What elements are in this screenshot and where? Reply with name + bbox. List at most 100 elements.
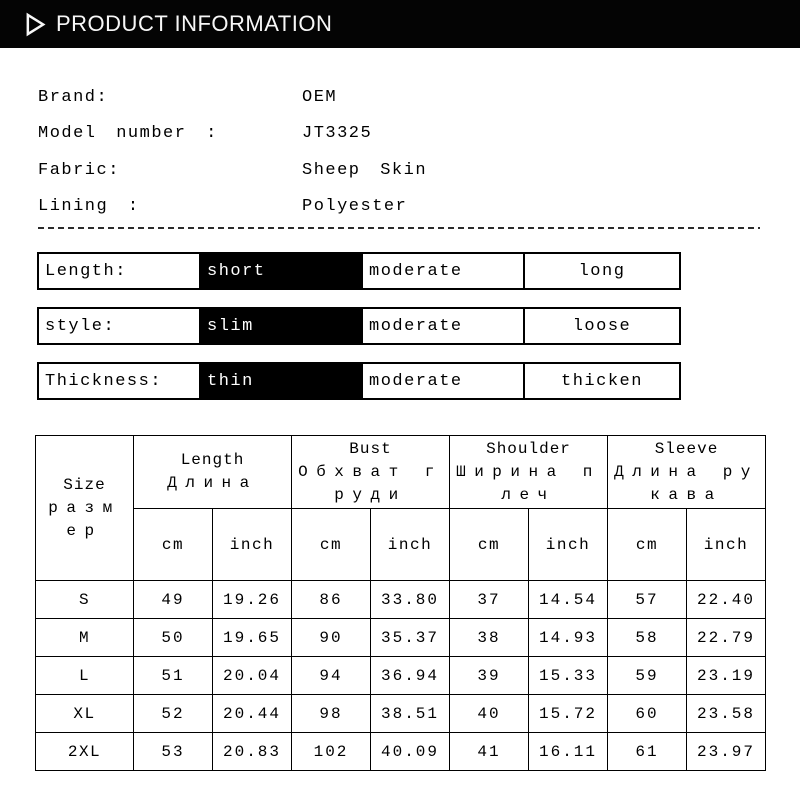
measurement-cell: 40 — [449, 694, 529, 733]
dashed-divider — [38, 227, 760, 229]
table-row-s: S 49 19.26 86 33.80 37 14.54 57 22.40 — [35, 580, 766, 619]
measurement-cell: 20.44 — [212, 694, 292, 733]
group-header-sleeve: Sleeve Длина рукава — [607, 435, 766, 509]
size-column-header: Size размер — [35, 435, 134, 581]
attr-row-style: style: slim moderate loose — [37, 307, 681, 345]
group-label-ru: Длина — [167, 474, 258, 492]
measurement-cell: 49 — [133, 580, 213, 619]
unit-header-cm: cm — [607, 508, 687, 581]
group-label-en: Length — [180, 451, 245, 469]
size-header-en: Size — [63, 475, 106, 494]
table-row-2xl: 2XL 53 20.83 102 40.09 41 16.11 61 23.97 — [35, 732, 766, 771]
size-chart-table: Size размер Length Длина Bust Обхват гру… — [35, 435, 766, 771]
measurement-cell: 53 — [133, 732, 213, 771]
measurement-cell: 40.09 — [370, 732, 450, 771]
measurement-cell: 50 — [133, 618, 213, 657]
measurement-cell: 15.72 — [528, 694, 608, 733]
measurement-cell: 86 — [291, 580, 371, 619]
size-header-ru: размер — [48, 498, 121, 540]
attr-option: long — [578, 261, 626, 281]
size-cell: L — [35, 656, 134, 695]
attr-option: loose — [572, 316, 632, 336]
page-title: PRODUCT INFORMATION — [56, 11, 333, 36]
group-label-en: Shoulder — [486, 439, 571, 458]
measurement-cell: 102 — [291, 732, 371, 771]
measurement-cell: 41 — [449, 732, 529, 771]
measurement-cell: 52 — [133, 694, 213, 733]
spec-value: OEM — [302, 87, 338, 107]
attr-label-cell: Length: — [39, 254, 201, 288]
table-row-xl: XL 52 20.44 98 38.51 40 15.72 60 23.58 — [35, 694, 766, 733]
spec-value: Sheep Skin — [302, 160, 428, 180]
attr-option-selected: short — [201, 254, 363, 288]
measurement-cell: 19.65 — [212, 618, 292, 657]
attr-option: thicken — [561, 371, 643, 391]
measurement-cell: 61 — [607, 732, 687, 771]
measurement-cell: 22.40 — [686, 580, 766, 619]
measurement-cell: 14.93 — [528, 618, 608, 657]
spec-row-lining: Lining : Polyester — [38, 189, 762, 226]
unit-header-inch: inch — [528, 508, 608, 581]
spec-label: Fabric: — [38, 160, 120, 180]
group-label-en: Bust — [349, 439, 392, 458]
measurement-cell: 57 — [607, 580, 687, 619]
group-label-ru: Ширина плеч — [456, 462, 601, 504]
measurement-cell: 51 — [133, 656, 213, 695]
attr-option: moderate — [363, 254, 525, 288]
table-row-m: M 50 19.65 90 35.37 38 14.93 58 22.79 — [35, 618, 766, 657]
spec-label: Model number : — [38, 124, 218, 144]
spec-label: Brand: — [38, 87, 109, 107]
measurement-cell: 20.83 — [212, 732, 292, 771]
size-cell: S — [35, 580, 134, 619]
attr-option-selected: slim — [201, 309, 363, 343]
measurement-cell: 90 — [291, 618, 371, 657]
attr-option: moderate — [363, 309, 525, 343]
measurement-cell: 94 — [291, 656, 371, 695]
triangle-play-icon — [24, 12, 47, 37]
measurement-cell: 15.33 — [528, 656, 608, 695]
measurement-cell: 58 — [607, 618, 687, 657]
attr-option: moderate — [363, 364, 525, 398]
unit-header-cm: cm — [133, 508, 213, 581]
unit-header-cm: cm — [449, 508, 529, 581]
measurement-cell: 23.19 — [686, 656, 766, 695]
attr-label-cell: Thickness: — [39, 364, 201, 398]
spec-row-brand: Brand: OEM — [38, 79, 762, 116]
unit-header-cm: cm — [291, 508, 371, 581]
group-header-bust: Bust Обхват груди — [291, 435, 450, 509]
measurement-cell: 37 — [449, 580, 529, 619]
measurement-cell: 19.26 — [212, 580, 292, 619]
measurement-cell: 23.58 — [686, 694, 766, 733]
group-label-ru: Обхват груди — [298, 462, 443, 504]
attr-option-selected: thin — [201, 364, 363, 398]
group-label-ru: Длина рукава — [614, 462, 759, 504]
measurement-cell: 60 — [607, 694, 687, 733]
spec-value: JT3325 — [302, 124, 373, 144]
unit-header-inch: inch — [686, 508, 766, 581]
spec-value: Polyester — [302, 197, 408, 217]
measurement-cell: 39 — [449, 656, 529, 695]
table-row-l: L 51 20.04 94 36.94 39 15.33 59 23.19 — [35, 656, 766, 695]
spec-row-model-number: Model number : JT3325 — [38, 116, 762, 153]
attr-row-length: Length: short moderate long — [37, 252, 681, 290]
measurement-cell: 35.37 — [370, 618, 450, 657]
measurement-cell: 20.04 — [212, 656, 292, 695]
size-cell: M — [35, 618, 134, 657]
measurement-cell: 16.11 — [528, 732, 608, 771]
measurement-cell: 33.80 — [370, 580, 450, 619]
product-specs: Brand: OEM Model number : JT3325 Fabric:… — [38, 79, 762, 225]
measurement-cell: 23.97 — [686, 732, 766, 771]
measurement-cell: 59 — [607, 656, 687, 695]
measurement-cell: 98 — [291, 694, 371, 733]
attr-row-thickness: Thickness: thin moderate thicken — [37, 362, 681, 400]
unit-header-inch: inch — [370, 508, 450, 581]
group-header-shoulder: Shoulder Ширина плеч — [449, 435, 608, 509]
measurement-cell: 38.51 — [370, 694, 450, 733]
measurement-cell: 36.94 — [370, 656, 450, 695]
measurement-cell: 22.79 — [686, 618, 766, 657]
product-information-header: PRODUCT INFORMATION — [0, 0, 800, 48]
size-cell: 2XL — [35, 732, 134, 771]
measurement-cell: 14.54 — [528, 580, 608, 619]
size-cell: XL — [35, 694, 134, 733]
attr-label-cell: style: — [39, 309, 201, 343]
